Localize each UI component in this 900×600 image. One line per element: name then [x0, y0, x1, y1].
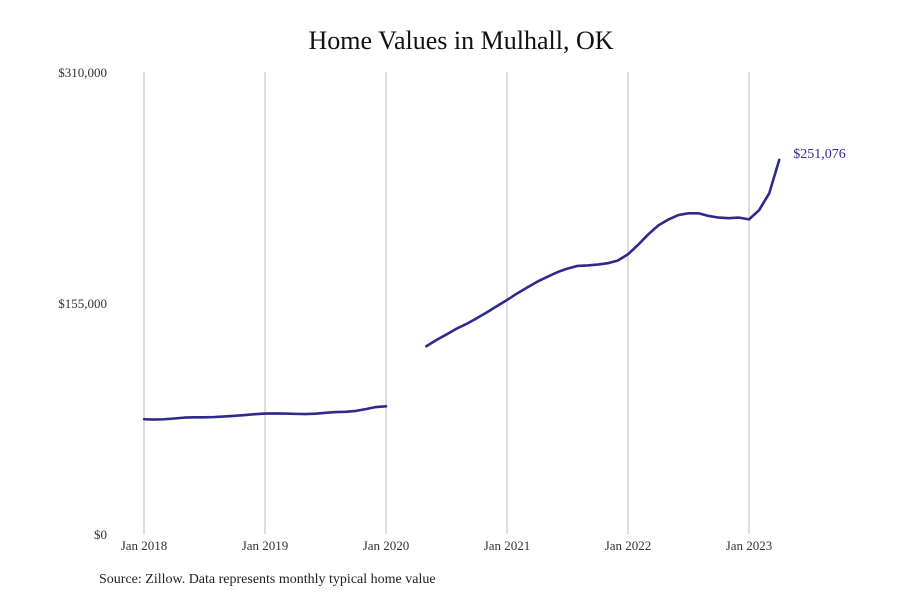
- series-line-segment: [142, 404, 388, 421]
- chart-title: Home Values in Mulhall, OK: [308, 26, 614, 55]
- end-value-label: $251,076: [793, 147, 846, 162]
- y-tick-label: $310,000: [58, 65, 107, 80]
- x-tick-label: Jan 2023: [726, 538, 773, 553]
- y-tick-label: $155,000: [58, 296, 107, 311]
- x-tick-label: Jan 2019: [242, 538, 289, 553]
- y-tick-label: $0: [94, 527, 107, 542]
- series-line-segment: [425, 158, 781, 348]
- x-tick-label: Jan 2022: [605, 538, 652, 553]
- x-tick-label: Jan 2018: [121, 538, 168, 553]
- x-tick-label: Jan 2020: [363, 538, 410, 553]
- x-tick-label: Jan 2021: [484, 538, 531, 553]
- source-note: Source: Zillow. Data represents monthly …: [99, 572, 436, 587]
